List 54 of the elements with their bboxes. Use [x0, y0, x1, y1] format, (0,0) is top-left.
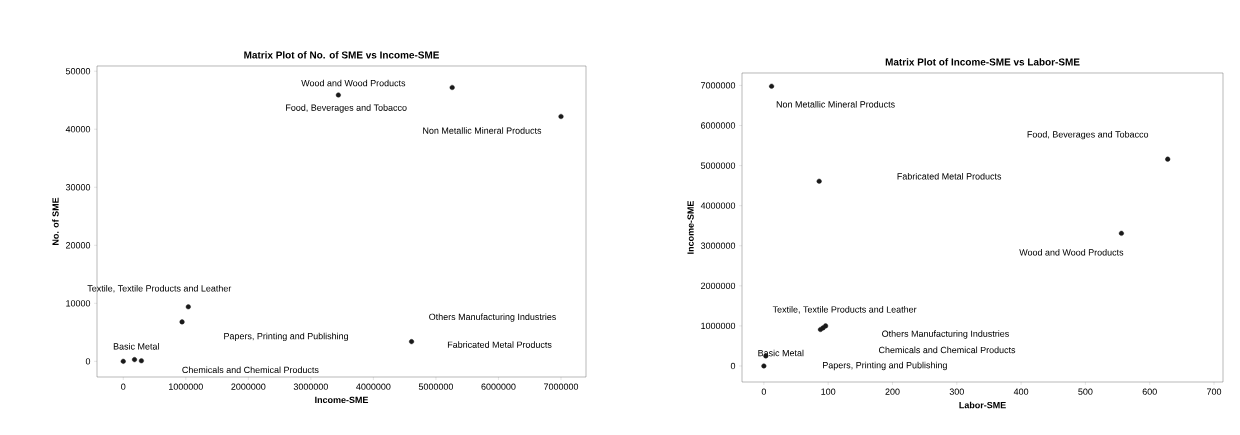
x-tick-label: 7000000: [544, 383, 579, 390]
y-tick-label: 3000000: [700, 242, 736, 249]
x-tick-label: 300: [949, 388, 964, 395]
x-tick-label: 500: [1078, 388, 1093, 395]
x-tick-label: 2000000: [231, 383, 266, 390]
annotation: Non Metallic Mineral Products: [423, 127, 542, 134]
y-tick-label: 10000: [66, 300, 91, 307]
annotation: Fabricated Metal Products: [447, 341, 552, 348]
annotation: Papers, Printing and Publishing: [224, 332, 348, 342]
y-tick-label: 1000000: [701, 322, 736, 330]
annotation: Textile, Textile Products and Leather: [87, 284, 232, 293]
annotation: Papers, Printing and Publishing: [823, 361, 947, 371]
y-tick-label: 0: [85, 358, 91, 365]
x-axis-title: Income-SME: [315, 396, 369, 404]
annotation: Basic Metal: [758, 349, 804, 357]
x-tick-label: 3000000: [293, 383, 328, 390]
annotation: Food, Beverages and Tobacco: [286, 104, 407, 113]
y-tick-label: 5000000: [700, 162, 736, 169]
annotation: Wood and Wood Products: [301, 79, 406, 87]
y-tick-label: 7000000: [701, 82, 736, 89]
x-tick-label: 400: [1013, 388, 1029, 395]
x-tick-label: 0: [761, 388, 767, 395]
annotation: Chemicals and Chemical Products: [878, 346, 1016, 354]
y-tick-label: 4000000: [700, 202, 736, 209]
y-tick-label: 20000: [66, 242, 91, 249]
annotation: Others Manufacturing Industries: [882, 330, 1009, 339]
annotation: Food, Beverages and Tobacco: [1027, 130, 1149, 140]
y-tick-label: 50000: [65, 68, 91, 75]
y-tick-label: 0: [730, 362, 736, 370]
annotation: Basic Metal: [113, 343, 159, 350]
x-tick-label: 4000000: [356, 383, 391, 390]
x-tick-label: 100: [821, 388, 836, 395]
annotation: Chemicals and Chemical Products: [182, 366, 319, 374]
x-tick-label: 6000000: [481, 383, 516, 390]
x-tick-label: 700: [1206, 388, 1222, 395]
annotation: Others Manufacturing Industries: [429, 313, 556, 322]
x-axis-title: Labor-SME: [959, 401, 1006, 409]
annotation: Wood and Wood Products: [1019, 249, 1124, 256]
chart-title: Matrix Plot of No. of SME vs Income-SME: [244, 51, 440, 59]
y-axis-title: No. of SME: [52, 197, 59, 245]
annotation: Textile, Textile Products and Leather: [772, 306, 917, 314]
chart-title: Matrix Plot of Income-SME vs Labor-SME: [885, 58, 1080, 66]
annotation: Non Metallic Mineral Products: [776, 100, 895, 108]
x-tick-label: 5000000: [418, 383, 454, 390]
y-tick-label: 2000000: [701, 282, 736, 289]
y-axis-title: Income-SME: [687, 200, 694, 254]
annotation: Fabricated Metal Products: [897, 172, 1002, 180]
y-tick-label: 30000: [65, 184, 91, 191]
y-tick-label: 6000000: [701, 122, 736, 129]
x-tick-label: 200: [885, 388, 900, 395]
x-tick-label: 600: [1142, 388, 1157, 395]
y-tick-label: 40000: [65, 126, 91, 133]
x-tick-label: 0: [121, 383, 126, 390]
x-tick-label: 1000000: [169, 383, 203, 390]
